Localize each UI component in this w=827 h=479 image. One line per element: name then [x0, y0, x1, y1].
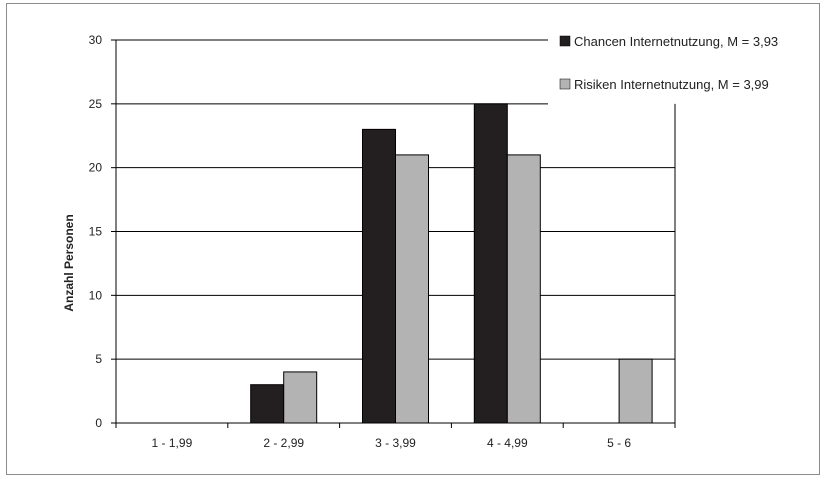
axes	[111, 39, 676, 428]
x-tick-label-4: 5 - 6	[607, 436, 631, 450]
legend-label-chancen: Chancen Internetnutzung, M = 3,93	[574, 34, 778, 49]
legend-label-risiken: Risiken Internetnutzung, M = 3,99	[574, 77, 769, 92]
y-axis-label: Anzahl Personen	[62, 214, 76, 311]
gridlines	[116, 39, 675, 360]
x-tick-label-0: 1 - 1,99	[152, 436, 193, 450]
y-tick-label-10: 10	[89, 288, 103, 302]
bars	[250, 103, 653, 424]
bar-series1-cat1	[283, 371, 318, 424]
legend-swatch-risiken	[559, 78, 571, 90]
legend: Chancen Internetnutzung, M = 3,93 Risike…	[559, 34, 778, 92]
bar-series0-cat2	[362, 128, 396, 424]
x-tick-label-2: 3 - 3,99	[375, 436, 416, 450]
y-tick-label-15: 15	[89, 225, 103, 239]
y-tick-label-30: 30	[89, 33, 103, 47]
bar-series1-cat2	[395, 154, 429, 424]
y-tick-label-20: 20	[89, 161, 103, 175]
x-tick-labels: 1 - 1,99 2 - 2,99 3 - 3,99 4 - 4,99 5 - 6	[152, 436, 632, 450]
bar-series0-cat1	[250, 384, 285, 424]
bar-series0-cat3	[473, 103, 508, 424]
bar-series1-cat4	[618, 358, 653, 424]
y-tick-label-0: 0	[95, 416, 102, 430]
y-tick-labels: 0 5 10 15 20 25 30	[89, 33, 103, 430]
x-tick-label-3: 4 - 4,99	[487, 436, 528, 450]
y-tick-label-5: 5	[95, 352, 102, 366]
bar-series1-cat3	[506, 154, 541, 424]
legend-swatch-chancen	[559, 35, 571, 47]
y-tick-label-25: 25	[89, 97, 103, 111]
x-tick-label-1: 2 - 2,99	[263, 436, 304, 450]
